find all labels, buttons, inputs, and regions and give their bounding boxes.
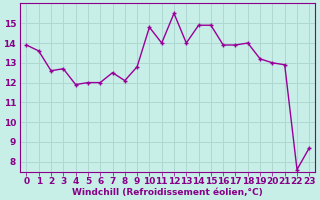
X-axis label: Windchill (Refroidissement éolien,°C): Windchill (Refroidissement éolien,°C)	[72, 188, 263, 197]
